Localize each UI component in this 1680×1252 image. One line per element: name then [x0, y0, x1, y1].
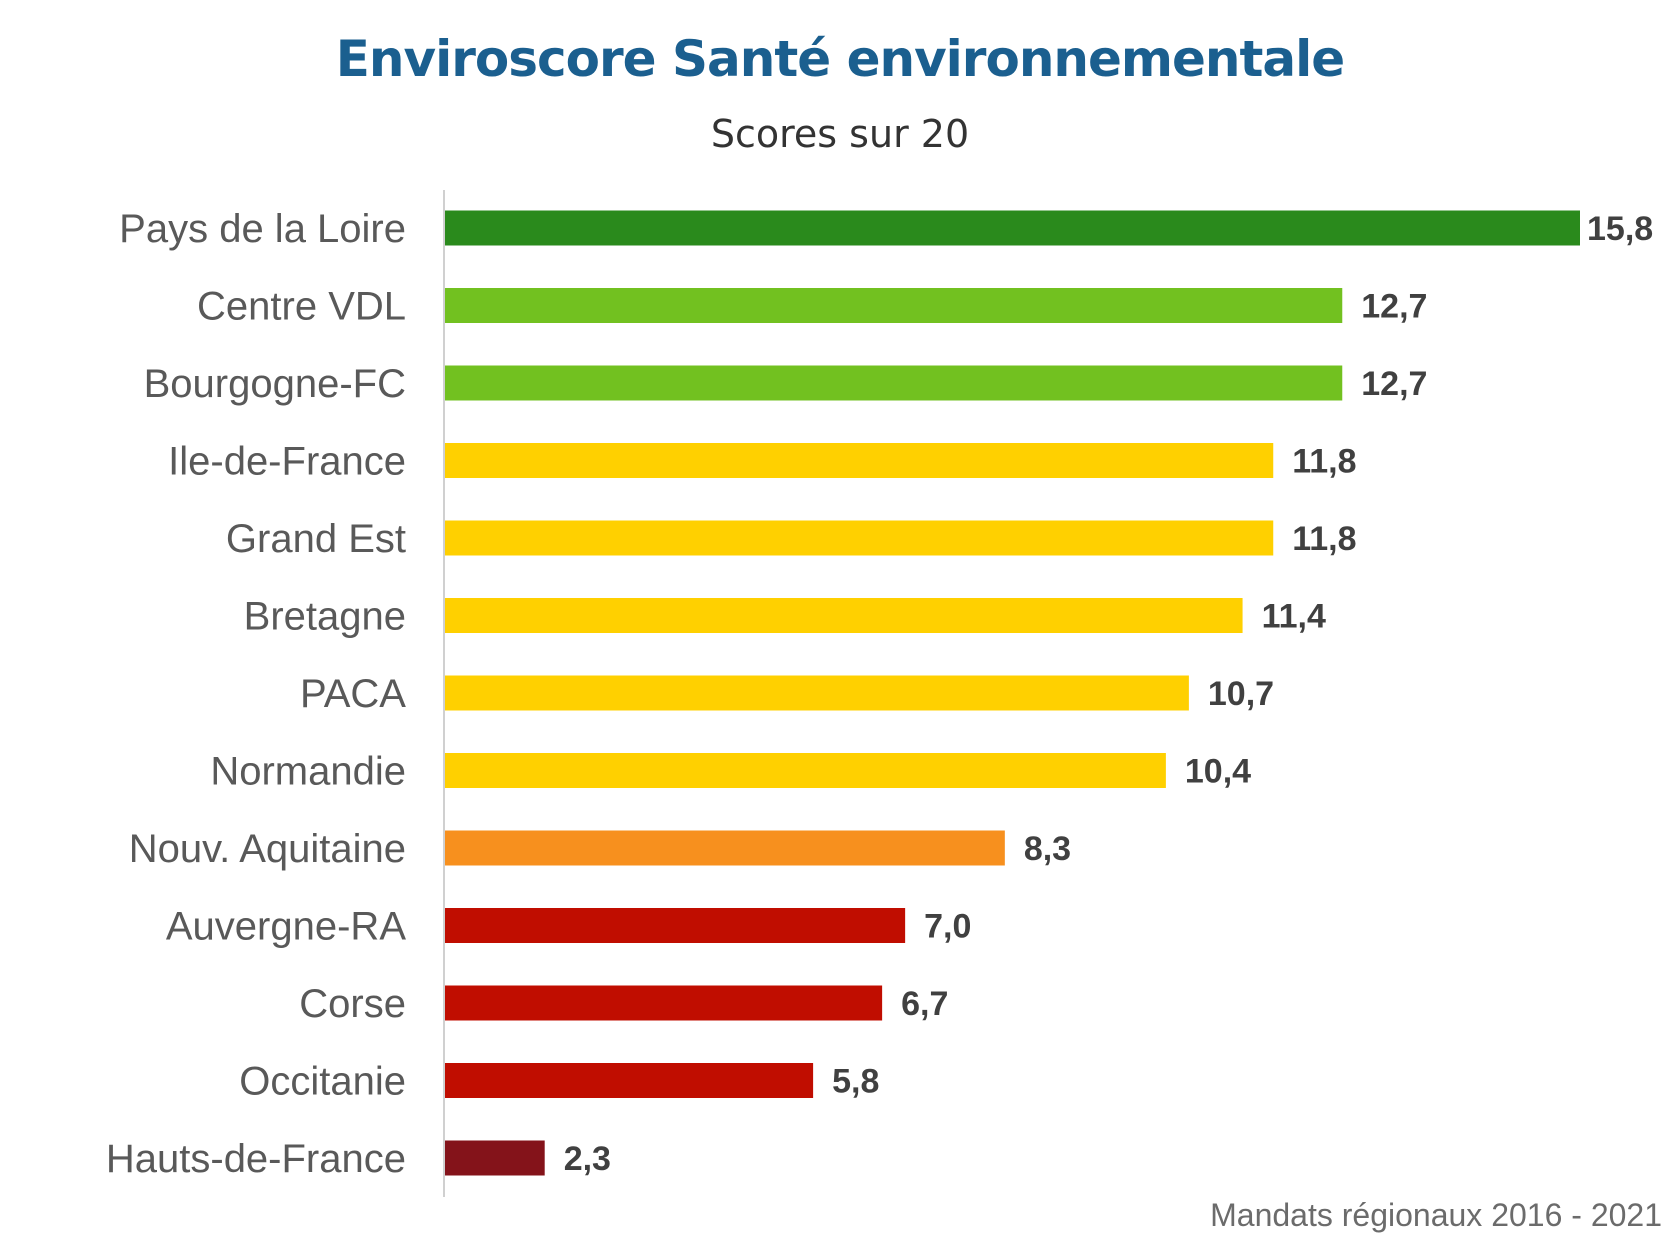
bar	[445, 908, 906, 943]
data-label: 5,8	[832, 1063, 879, 1101]
chart-title: Enviroscore Santé environnementale	[335, 30, 1345, 88]
chart-subtitle: Scores sur 20	[710, 112, 970, 156]
category-label: Ile-de-France	[168, 440, 406, 484]
category-label: Bourgogne-FC	[144, 362, 406, 406]
data-label: 7,0	[924, 908, 971, 946]
category-label: Corse	[299, 982, 406, 1026]
bar	[445, 1140, 545, 1176]
bar	[445, 675, 1189, 711]
data-label: 11,4	[1262, 598, 1326, 636]
data-label: 11,8	[1292, 443, 1356, 481]
category-label: Normandie	[210, 750, 406, 794]
data-label: 12,7	[1361, 288, 1427, 326]
bar	[445, 1063, 814, 1098]
data-label: 10,7	[1208, 675, 1274, 713]
data-label: 6,7	[901, 985, 948, 1023]
category-label: Centre VDL	[197, 285, 406, 329]
bar	[445, 520, 1274, 556]
bar	[445, 753, 1166, 788]
category-label: Grand Est	[226, 517, 406, 561]
category-label: Auvergne-RA	[166, 905, 406, 949]
data-label: 8,3	[1024, 830, 1071, 868]
bar	[445, 443, 1274, 478]
data-label: 15,8	[1587, 210, 1653, 248]
bar	[445, 288, 1343, 323]
chart-footer: Mandats régionaux 2016 - 2021	[1210, 1197, 1662, 1233]
category-label: PACA	[300, 672, 406, 716]
bar	[445, 598, 1243, 633]
data-label: 11,8	[1292, 520, 1356, 558]
category-label: Occitanie	[239, 1060, 406, 1104]
data-label: 10,4	[1185, 753, 1251, 791]
category-label: Bretagne	[244, 595, 406, 639]
category-label: Hauts-de-France	[106, 1137, 406, 1181]
bar	[445, 830, 1005, 866]
data-label: 12,7	[1361, 365, 1427, 403]
bar	[445, 210, 1580, 246]
category-label: Pays de la Loire	[119, 207, 406, 251]
data-label: 2,3	[564, 1140, 611, 1178]
bar	[445, 985, 883, 1021]
bar	[445, 365, 1343, 401]
category-label: Nouv. Aquitaine	[129, 827, 406, 871]
